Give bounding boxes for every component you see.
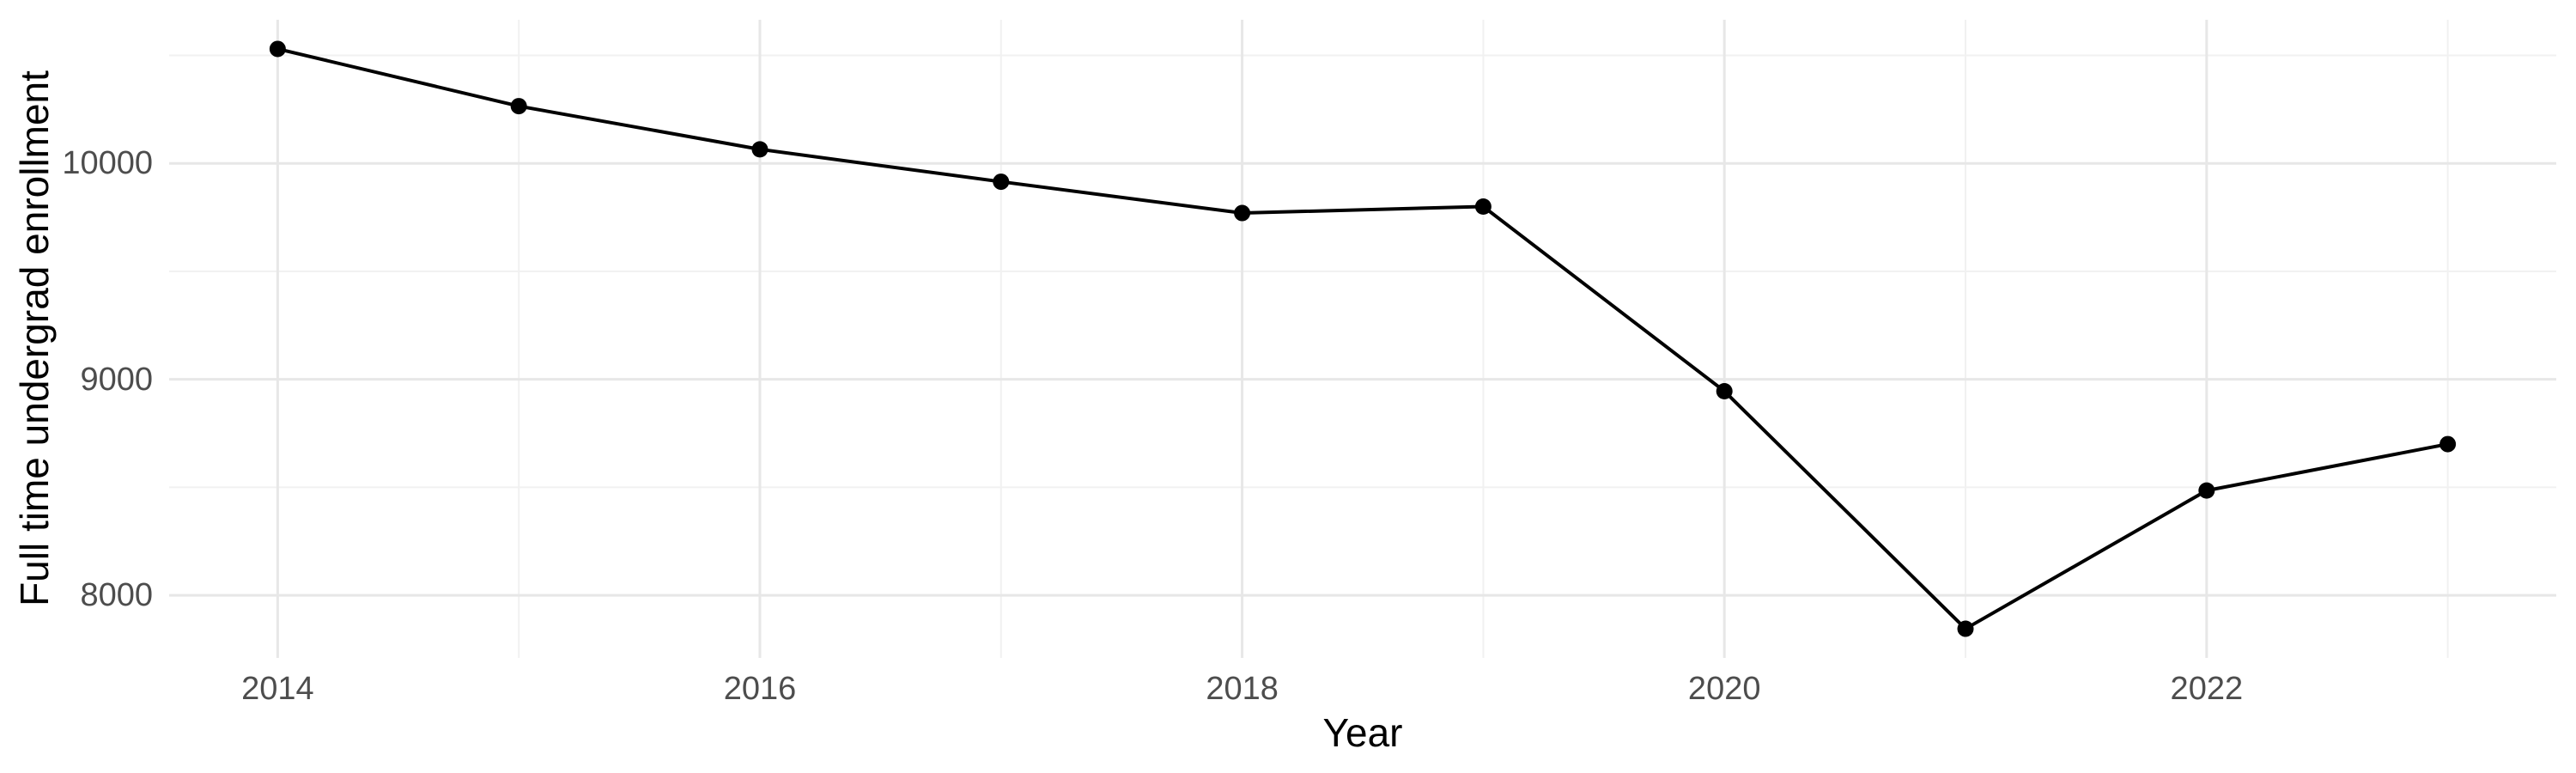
- x-tick-label: 2016: [723, 671, 797, 707]
- data-point-2018: [1234, 204, 1251, 222]
- x-tick-label: 2014: [241, 671, 314, 707]
- data-point-2019: [1474, 198, 1492, 215]
- data-point-2016: [751, 141, 769, 158]
- x-tick-label: 2020: [1687, 671, 1761, 707]
- y-tick-label: 10000: [62, 145, 153, 182]
- y-tick-label: 9000: [80, 361, 153, 398]
- y-axis-title: Full time undergrad enrollment: [12, 70, 57, 606]
- data-point-2023: [2439, 435, 2457, 453]
- data-point-2017: [993, 173, 1010, 191]
- data-point-2014: [269, 40, 286, 58]
- x-axis-title: Year: [1322, 710, 1403, 755]
- data-point-2015: [510, 98, 527, 115]
- x-tick-label: 2022: [2170, 671, 2244, 707]
- enrollment-line: [276, 46, 2449, 631]
- data-point-2020: [1716, 382, 1733, 399]
- data-point-2021: [1957, 620, 1974, 637]
- data-point-2022: [2198, 482, 2215, 499]
- y-tick-label: 8000: [80, 577, 153, 614]
- x-tick-label: 2018: [1206, 671, 1279, 707]
